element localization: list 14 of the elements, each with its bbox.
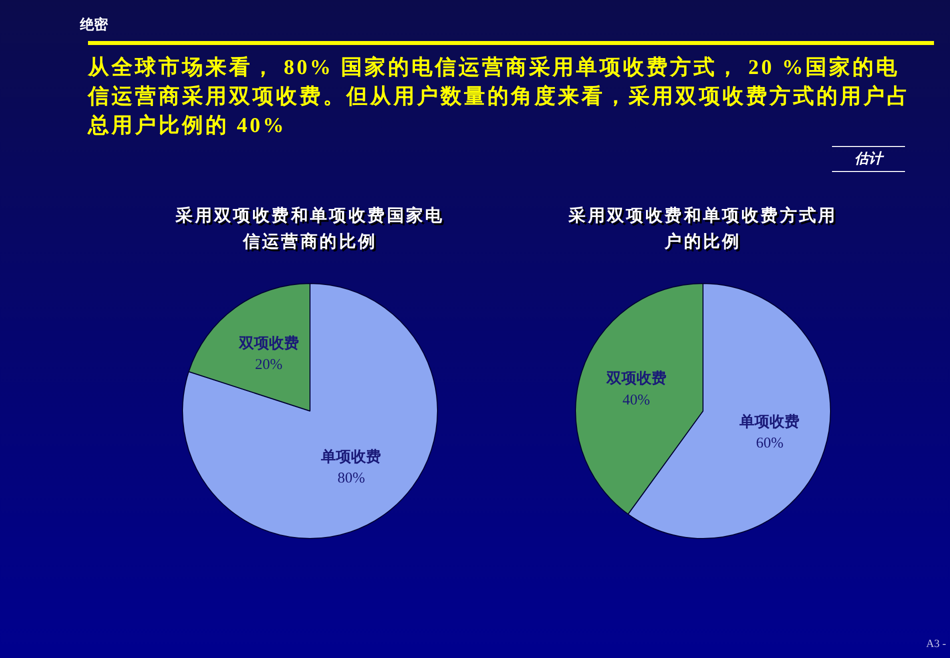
text: 从全球市场来看， 80% 国家的电信运营商采用单项收费方式， 20 %国家的电信运营商采用双项收费。但从用户数量的角度来看，采用双项收费方式的用户占总用户比例的 40% — [88, 54, 912, 139]
slice-label: 双项收费 — [605, 370, 666, 388]
slice-label: 双项收费 — [238, 335, 299, 352]
data-label: 20% — [255, 357, 283, 374]
text: A3 - — [926, 638, 946, 650]
slice-label: 单项收费 — [320, 448, 382, 466]
chart-title: 采用双项收费和单项收费国家电信运营商的比例 — [174, 205, 446, 253]
chart-title: 采用双项收费和单项收费方式用户的比例 — [568, 205, 838, 253]
data-label: 80% — [337, 470, 365, 487]
data-label: 60% — [756, 436, 784, 452]
data-label: 40% — [622, 392, 650, 408]
text: 估计 — [832, 146, 905, 172]
slice-label: 单项收费 — [738, 414, 800, 431]
text: 绝密 — [80, 16, 108, 34]
